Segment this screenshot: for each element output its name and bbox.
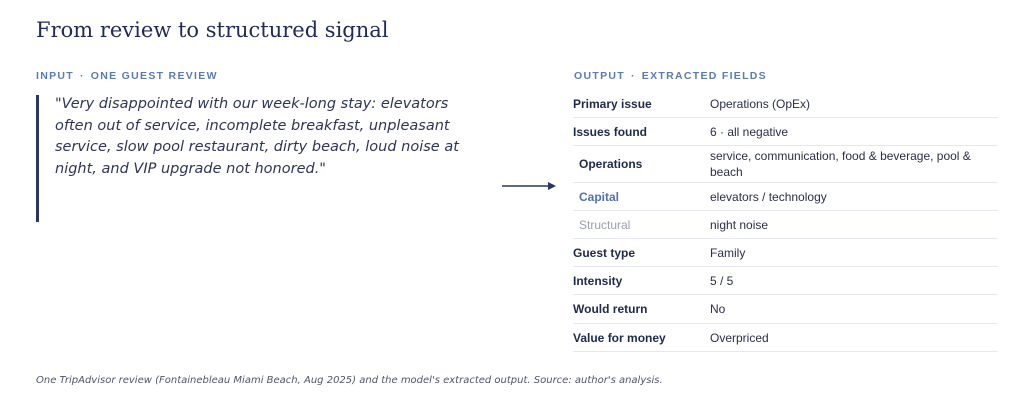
field-value: 6 · all negative <box>710 124 789 139</box>
table-row: Would return No <box>573 295 998 324</box>
extracted-fields-table: Primary issue Operations (OpEx) Issues f… <box>573 91 998 352</box>
input-label-separator: · <box>80 70 85 82</box>
field-value: night noise <box>710 217 769 232</box>
table-row: Primary issue Operations (OpEx) <box>573 91 998 118</box>
review-quote: "Very disappointed with our week-long st… <box>55 96 459 177</box>
input-label-part-b: ONE GUEST REVIEW <box>90 70 218 82</box>
table-row: Operations service, communication, food … <box>573 146 998 183</box>
table-row: Intensity 5 / 5 <box>573 267 998 295</box>
field-value: Operations (OpEx) <box>710 97 811 111</box>
table-row: Capital elevators / technology <box>573 183 998 211</box>
field-key: Guest type <box>573 245 636 260</box>
input-label-part-a: INPUT <box>36 70 74 82</box>
field-key: Would return <box>573 302 648 316</box>
field-value: 5 / 5 <box>710 273 734 288</box>
field-key: Operations <box>579 157 643 171</box>
output-label-part-a: OUTPUT <box>574 70 625 82</box>
table-row: Value for money Overpriced <box>573 324 998 352</box>
arrow-right-icon <box>502 182 556 190</box>
field-key: Value for money <box>573 330 666 345</box>
output-label-part-b: EXTRACTED FIELDS <box>641 70 767 82</box>
field-value: No <box>710 302 726 316</box>
table-row: Issues found 6 · all negative <box>573 118 998 146</box>
output-section-label: OUTPUT · EXTRACTED FIELDS <box>574 70 767 82</box>
input-section-label: INPUT · ONE GUEST REVIEW <box>36 70 218 82</box>
field-value: Family <box>710 245 746 260</box>
figure-caption: One TripAdvisor review (Fontainebleau Mi… <box>36 375 663 386</box>
field-key: Primary issue <box>573 97 652 111</box>
table-row: Structural night noise <box>573 211 998 239</box>
table-row: Guest type Family <box>573 239 998 267</box>
field-value: elevators / technology <box>710 189 827 204</box>
quote-accent-bar <box>36 95 39 222</box>
page-title: From review to structured signal <box>36 18 389 42</box>
field-value: service, communication, food & beverage,… <box>710 149 971 179</box>
field-value: Overpriced <box>710 330 769 345</box>
output-label-separator: · <box>630 70 636 82</box>
field-key: Intensity <box>573 273 623 288</box>
field-key: Issues found <box>573 124 648 139</box>
field-key: Capital <box>579 189 620 204</box>
field-key: Structural <box>579 217 631 232</box>
